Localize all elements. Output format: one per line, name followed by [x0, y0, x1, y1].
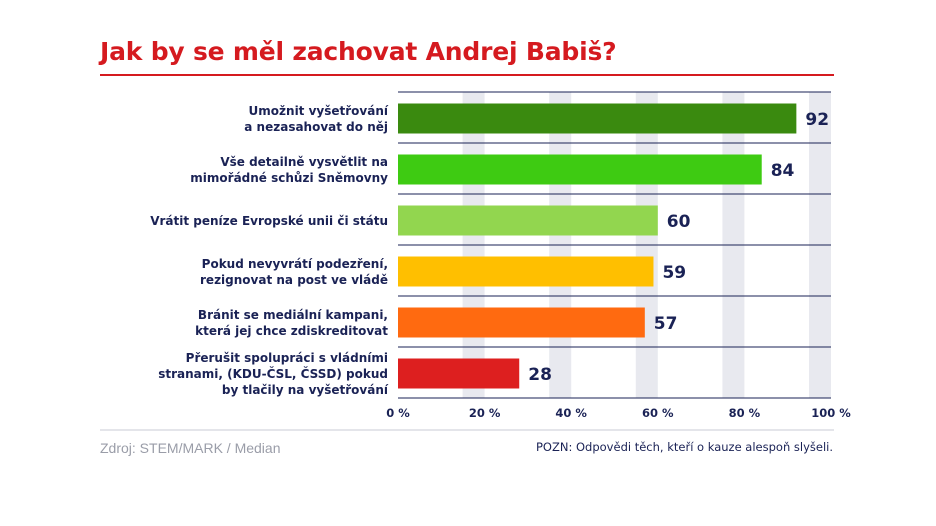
value-label: 59: [662, 263, 686, 283]
x-tick-label: 60 %: [642, 406, 674, 420]
bar: [398, 307, 645, 338]
category-label-line: Přerušit spolupráci s vládními: [186, 351, 388, 365]
category-label-line: Vrátit peníze Evropské unii či státu: [150, 214, 388, 228]
x-tick-label: 0 %: [386, 406, 410, 420]
bar: [398, 205, 658, 236]
category-label-line: a nezasahovat do něj: [244, 120, 388, 134]
bar: [398, 103, 797, 134]
category-label: Vrátit peníze Evropské unii či státu: [150, 214, 388, 228]
category-label: Bránit se mediální kampani, která jej chc…: [195, 308, 388, 338]
x-tick-label: 100 %: [811, 406, 851, 420]
category-label-line: stranami, (KDU-ČSL, ČSSD) pokud: [158, 366, 388, 381]
x-tick-label: 40 %: [555, 406, 587, 420]
bar: [398, 256, 654, 287]
category-label: Umožnit vyšetřování a nezasahovat do něj: [244, 104, 389, 134]
category-label: Přerušit spolupráci s vládními stranami, …: [158, 351, 389, 397]
chart-title: Jak by se měl zachovat Andrej Babiš?: [100, 37, 617, 66]
category-label-line: která jej chce zdiskreditovat: [195, 324, 388, 338]
category-label-line: Pokud nevyvrátí podezření,: [202, 257, 388, 271]
value-label: 84: [771, 161, 795, 181]
category-label-line: rezignovat na post ve vládě: [200, 273, 388, 287]
x-tick-label: 20 %: [469, 406, 501, 420]
x-tick-label: 80 %: [729, 406, 761, 420]
bar: [398, 358, 520, 389]
bar: [398, 154, 762, 185]
value-label: 57: [654, 314, 678, 334]
title-rule: [100, 74, 834, 76]
category-label-line: by tlačily na vyšetřování: [222, 383, 389, 397]
note-text: POZN: Odpovědi těch, kteří o kauze alesp…: [536, 440, 833, 454]
value-label: 92: [805, 110, 829, 130]
value-label: 60: [667, 212, 691, 232]
source-text: Zdroj: STEM/MARK / Median: [100, 440, 281, 456]
category-label-line: Umožnit vyšetřování: [249, 104, 389, 118]
value-label: 28: [528, 365, 552, 385]
category-label: Pokud nevyvrátí podezření, rezignovat na …: [200, 257, 388, 287]
category-label-line: Bránit se mediální kampani,: [198, 308, 388, 322]
category-label-line: mimořádné schůzi Sněmovny: [190, 171, 388, 185]
category-label: Vše detailně vysvětlit na mimořádné schůz…: [190, 155, 388, 185]
category-label-line: Vše detailně vysvětlit na: [220, 155, 388, 169]
